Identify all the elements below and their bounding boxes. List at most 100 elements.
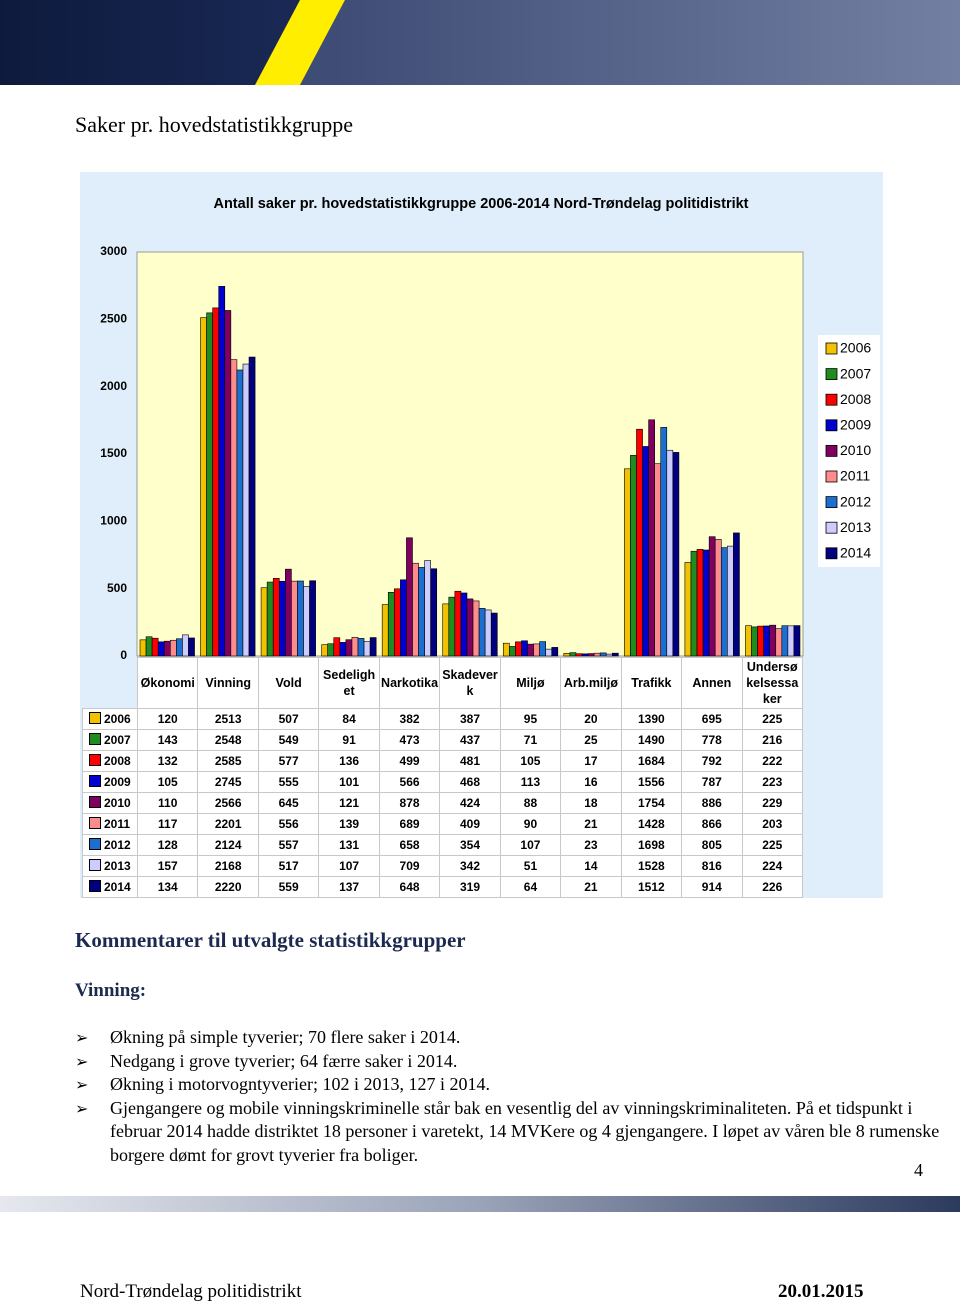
row-header: 2008 [82,750,138,772]
table-cell: 225 [741,834,804,856]
bar [448,596,456,657]
bar [442,603,450,657]
table-cell: 157 [136,855,199,877]
bar [466,598,474,657]
row-swatch [89,817,101,829]
table-cell: 14 [560,855,622,877]
bar [684,562,692,657]
table-cell: 2585 [197,750,259,772]
table-cell: 2168 [197,855,259,877]
y-tick-label: 2500 [100,312,127,326]
bar [291,580,298,657]
bar [157,641,165,657]
bar [369,637,377,657]
table-cell: 342 [439,855,501,877]
bar [787,625,795,657]
bar [151,637,159,657]
table-cell: 886 [681,792,743,814]
chart-frame: Antall saker pr. hovedstatistikkgruppe 2… [80,172,883,898]
table-cell: 866 [681,813,743,835]
legend-swatch [825,496,838,509]
table-cell: 507 [257,708,320,730]
bar [666,449,674,657]
table-cell: 2201 [197,813,259,835]
row-header: 2012 [82,834,138,856]
category-label: Miljø [499,657,562,709]
bar [400,579,407,657]
header-band [0,0,960,85]
table-cell: 139 [318,813,380,835]
table-cell: 121 [318,792,380,814]
row-header: 2010 [82,792,138,814]
table-cell: 778 [681,729,743,751]
table-cell: 473 [378,729,441,751]
table-cell: 84 [318,708,380,730]
footer-left: Nord-Trøndelag politidistrikt [80,1281,302,1302]
bar [581,653,589,657]
table-cell: 816 [681,855,743,877]
bar [170,639,177,657]
row-swatch [89,775,101,787]
bar [387,592,395,657]
bar [248,356,256,657]
table-cell: 382 [378,708,441,730]
table-cell: 2566 [197,792,259,814]
bar [266,581,274,657]
bar [527,643,534,657]
table-cell: 131 [318,834,380,856]
table-cell: 143 [136,729,199,751]
table-cell: 878 [378,792,441,814]
y-tick-label: 0 [120,648,127,662]
table-cell: 2220 [197,876,259,898]
row-swatch [89,880,101,892]
legend-label: 2012 [840,493,871,509]
table-cell: 132 [136,750,199,772]
y-tick-label: 2000 [100,379,127,393]
bar [605,653,613,657]
row-swatch [89,733,101,745]
bar [236,369,244,657]
bar [297,580,304,657]
table-cell: 223 [741,771,804,793]
table-cell: 689 [378,813,441,835]
table-cell: 224 [741,855,804,877]
table-cell: 517 [257,855,320,877]
bullet-item: Økning i motorvogntyverier; 102 i 2013, … [75,1073,945,1097]
bar [345,639,353,657]
table-cell: 424 [439,792,501,814]
bar [218,286,226,657]
table-cell: 137 [318,876,380,898]
legend-swatch [825,393,838,406]
table-row: 2014 134 2220 559 137 648 319 64 21 1512 914 226 [82,876,804,898]
legend-swatch [825,547,838,560]
bar [545,648,553,657]
bar [539,641,546,657]
table-cell: 51 [499,855,562,877]
bar [278,580,286,657]
table-corner [83,658,138,709]
chart-title: Antall saker pr. hovedstatistikkgruppe 2… [213,196,748,212]
table-cell: 549 [257,729,320,751]
table-cell: 120 [136,708,199,730]
table-cell: 136 [318,750,380,772]
table-cell: 2745 [197,771,259,793]
bullet-list: Økning på simple tyverier; 70 flere sake… [75,1026,945,1167]
bar [793,625,801,657]
table-cell: 556 [257,813,320,835]
bar [430,568,438,657]
table-cell: 2548 [197,729,259,751]
row-header: 2014 [82,876,138,898]
table-cell: 1390 [620,708,683,730]
row-header: 2006 [82,708,138,730]
table-cell: 222 [741,750,804,772]
table-cell: 577 [257,750,320,772]
bar [478,608,486,657]
table-cell: 105 [136,771,199,793]
row-swatch [89,859,101,871]
bar [484,609,492,657]
bar [660,427,668,657]
category-label: Trafikk [620,657,683,709]
category-label: Skadeverk [439,657,501,709]
table-cell: 113 [499,771,562,793]
bar [714,539,722,657]
